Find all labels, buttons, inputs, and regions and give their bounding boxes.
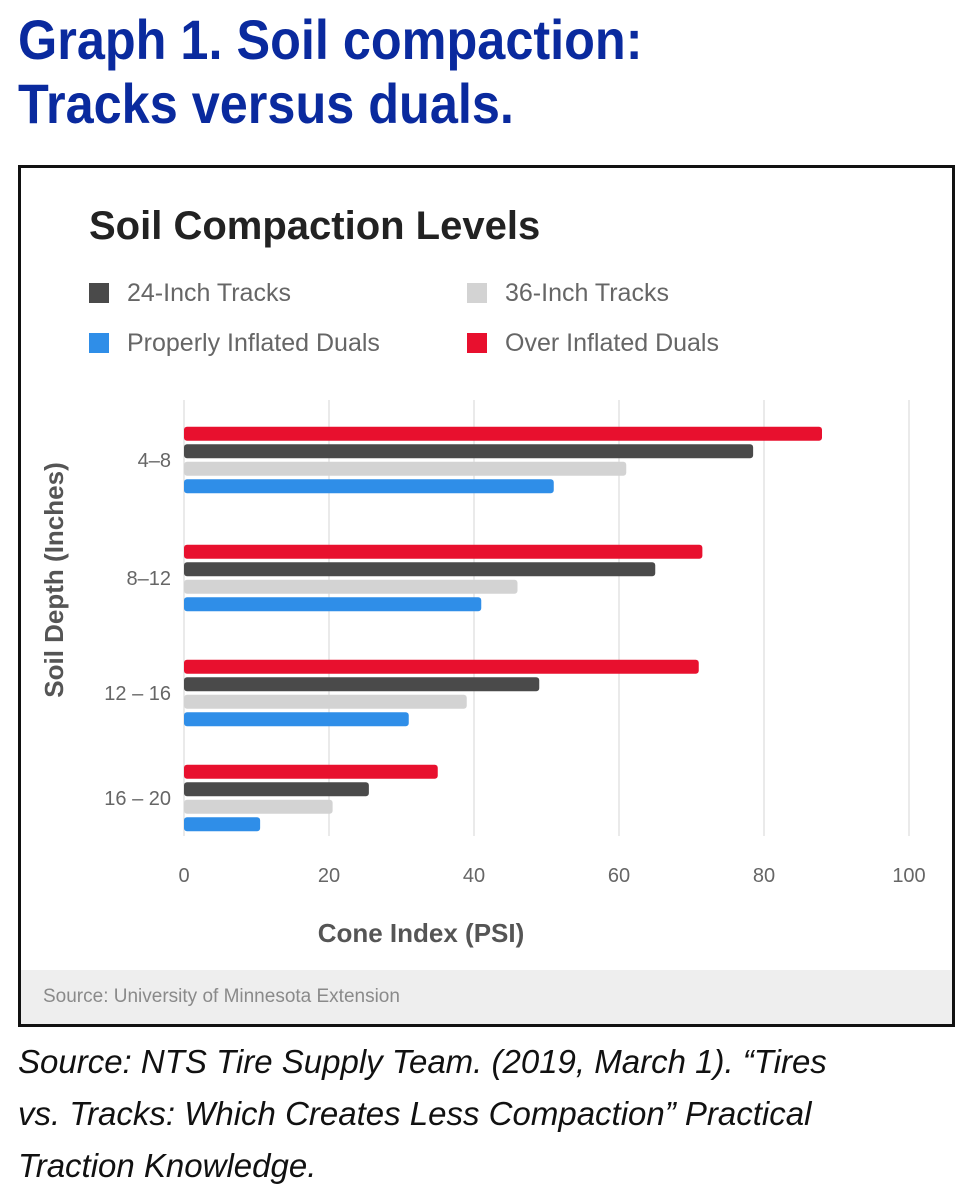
- bar-properly-inflated-duals-3: [184, 817, 261, 832]
- bar-properly-inflated-duals-0: [184, 479, 554, 494]
- legend-label-24-inch-tracks: 24-Inch Tracks: [127, 278, 291, 307]
- figure-caption-line-2: vs. Tracks: Which Creates Less Compactio…: [18, 1095, 812, 1132]
- y-tick-label-3: 16 – 20: [104, 788, 171, 810]
- bar-properly-inflated-duals-2: [184, 712, 409, 727]
- x-tick-label-20: 20: [318, 865, 340, 887]
- legend-item-properly-inflated-duals: Properly Inflated Duals: [89, 328, 380, 358]
- chart-footer: Source: University of Minnesota Extensio…: [21, 970, 952, 1024]
- x-axis-label: Cone Index (PSI): [318, 918, 525, 948]
- bars: [184, 426, 822, 832]
- bar-36-inch-tracks-0: [184, 461, 627, 476]
- chart-title: Soil Compaction Levels: [89, 204, 541, 248]
- figure-heading-line-1: Graph 1. Soil compaction:: [18, 8, 643, 71]
- bar-over-inflated-duals-0: [184, 426, 822, 441]
- legend-label-over-inflated-duals: Over Inflated Duals: [505, 328, 719, 357]
- legend-label-36-inch-tracks: 36-Inch Tracks: [505, 278, 669, 307]
- chart-frame: Soil Compaction Levels 24-Inch Tracks 36…: [18, 165, 955, 1027]
- bar-36-inch-tracks-1: [184, 579, 518, 594]
- x-tick-labels: 0 20 40 60 80 100: [178, 865, 925, 887]
- bar-36-inch-tracks-3: [184, 799, 333, 814]
- bar-over-inflated-duals-1: [184, 544, 703, 559]
- figure-caption-line-3: Traction Knowledge.: [18, 1147, 317, 1184]
- legend-swatch-24-inch-tracks: [89, 283, 109, 303]
- bar-24-inch-tracks-2: [184, 677, 540, 692]
- x-tick-label-80: 80: [753, 865, 775, 887]
- bar-24-inch-tracks-1: [184, 562, 656, 577]
- legend-item-over-inflated-duals: Over Inflated Duals: [467, 328, 719, 358]
- figure-heading-line-2: Tracks versus duals.: [18, 72, 514, 135]
- x-tick-label-60: 60: [608, 865, 630, 887]
- bar-chart-plot: 4–8 8–12 12 – 16 16 – 20 0 20 40 60 80 100 Cone …: [39, 400, 926, 948]
- legend-swatch-over-inflated-duals: [467, 333, 487, 353]
- legend-swatch-36-inch-tracks: [467, 283, 487, 303]
- figure-caption-line-1: Source: NTS Tire Supply Team. (2019, Mar…: [18, 1043, 827, 1080]
- x-tick-label-100: 100: [892, 865, 925, 887]
- figure-caption: Source: NTS Tire Supply Team. (2019, Mar…: [18, 1036, 958, 1192]
- y-axis-label: Soil Depth (Inches): [39, 462, 69, 697]
- figure-heading: Graph 1. Soil compaction: Tracks versus …: [18, 8, 864, 136]
- legend-item-36-inch-tracks: 36-Inch Tracks: [467, 278, 669, 308]
- bar-over-inflated-duals-2: [184, 659, 699, 674]
- x-tick-label-0: 0: [178, 865, 189, 887]
- legend-swatch-properly-inflated-duals: [89, 333, 109, 353]
- legend-item-24-inch-tracks: 24-Inch Tracks: [89, 278, 291, 308]
- bar-properly-inflated-duals-1: [184, 597, 482, 612]
- chart-source-note: Source: University of Minnesota Extensio…: [43, 986, 400, 1007]
- y-tick-label-2: 12 – 16: [104, 683, 171, 705]
- bar-36-inch-tracks-2: [184, 694, 467, 709]
- y-tick-label-1: 8–12: [127, 568, 172, 590]
- bar-over-inflated-duals-3: [184, 764, 438, 779]
- bar-24-inch-tracks-3: [184, 782, 369, 797]
- x-tick-label-40: 40: [463, 865, 485, 887]
- y-tick-label-0: 4–8: [138, 450, 171, 472]
- bar-24-inch-tracks-0: [184, 444, 754, 459]
- legend-label-properly-inflated-duals: Properly Inflated Duals: [127, 328, 380, 357]
- y-tick-labels: 4–8 8–12 12 – 16 16 – 20: [104, 450, 171, 810]
